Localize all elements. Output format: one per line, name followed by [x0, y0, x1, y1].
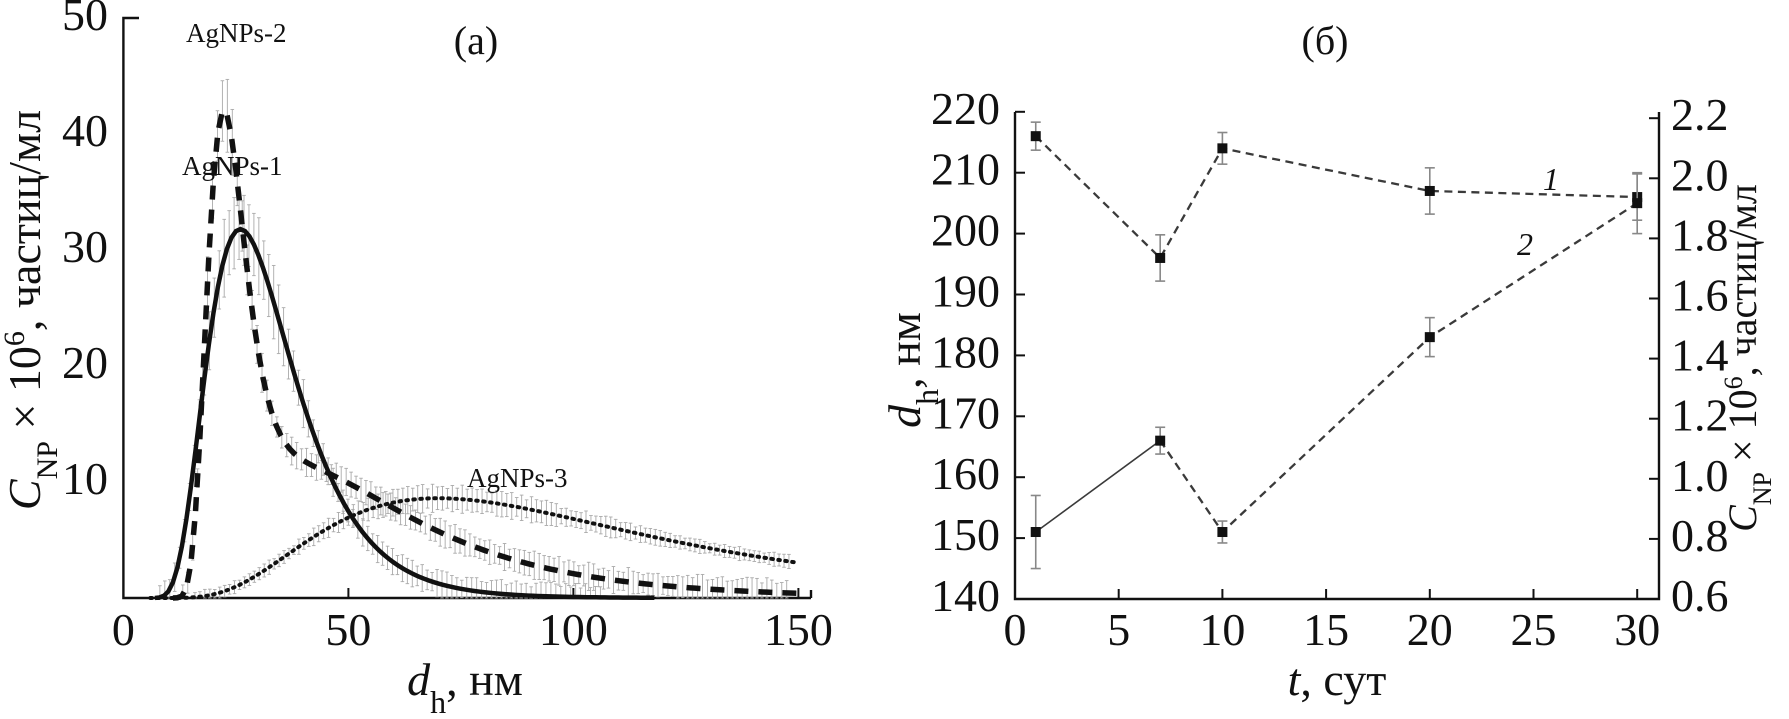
- svg-text:20: 20: [62, 337, 108, 388]
- svg-text:160: 160: [931, 448, 1000, 499]
- svg-text:140: 140: [931, 570, 1000, 621]
- svg-text:(а): (а): [454, 18, 498, 63]
- svg-text:30: 30: [62, 221, 108, 272]
- svg-text:150: 150: [931, 509, 1000, 560]
- svg-text:210: 210: [931, 144, 1000, 195]
- svg-text:220: 220: [931, 83, 1000, 134]
- svg-text:0.6: 0.6: [1671, 570, 1729, 621]
- svg-text:0: 0: [112, 604, 135, 655]
- svg-text:10: 10: [1199, 604, 1245, 655]
- svg-text:25: 25: [1511, 604, 1557, 655]
- svg-text:1: 1: [1543, 161, 1559, 197]
- svg-text:2: 2: [1517, 226, 1533, 262]
- svg-text:30: 30: [1614, 604, 1660, 655]
- svg-text:20: 20: [1407, 604, 1453, 655]
- svg-text:10: 10: [62, 453, 108, 504]
- svg-text:40: 40: [62, 105, 108, 156]
- svg-text:150: 150: [764, 604, 833, 655]
- svg-text:50: 50: [325, 604, 371, 655]
- svg-text:15: 15: [1303, 604, 1349, 655]
- svg-text:5: 5: [1107, 604, 1130, 655]
- svg-text:AgNPs-3: AgNPs-3: [467, 463, 568, 493]
- svg-text:50: 50: [62, 0, 108, 40]
- svg-text:100: 100: [539, 604, 608, 655]
- svg-text:AgNPs-1: AgNPs-1: [182, 151, 283, 181]
- svg-text:2.2: 2.2: [1671, 89, 1729, 140]
- svg-text:180: 180: [931, 326, 1000, 377]
- svg-text:AgNPs-2: AgNPs-2: [186, 18, 287, 48]
- svg-text:t, сут: t, сут: [1288, 654, 1387, 705]
- svg-text:(б): (б): [1302, 18, 1349, 63]
- svg-text:190: 190: [931, 266, 1000, 317]
- svg-text:200: 200: [931, 205, 1000, 256]
- svg-text:0: 0: [1004, 604, 1027, 655]
